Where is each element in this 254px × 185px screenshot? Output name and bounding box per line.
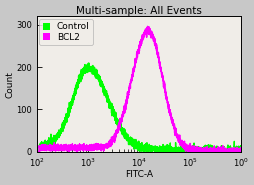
BCL2 [70,144,73,147]
BCL2 [235,147,238,149]
Control [35,151,38,153]
Line: Control: Control [37,63,241,152]
BCL2 [113,133,116,135]
Control [113,119,116,122]
Control [239,150,242,153]
Control [58,132,61,134]
BCL2 [58,144,61,146]
Legend: Control, BCL2: Control, BCL2 [39,19,92,45]
Control [235,149,238,151]
Control [213,148,216,150]
BCL2 [35,151,38,153]
BCL2 [146,25,149,27]
Y-axis label: Count: Count [6,71,14,97]
X-axis label: FITC-A: FITC-A [124,170,152,179]
Control [87,62,90,64]
BCL2 [239,149,242,151]
BCL2 [122,110,125,112]
Title: Multi-sample: All Events: Multi-sample: All Events [76,6,201,16]
BCL2 [213,149,216,151]
Control [122,134,125,136]
Line: BCL2: BCL2 [37,26,241,152]
Control [70,103,73,105]
